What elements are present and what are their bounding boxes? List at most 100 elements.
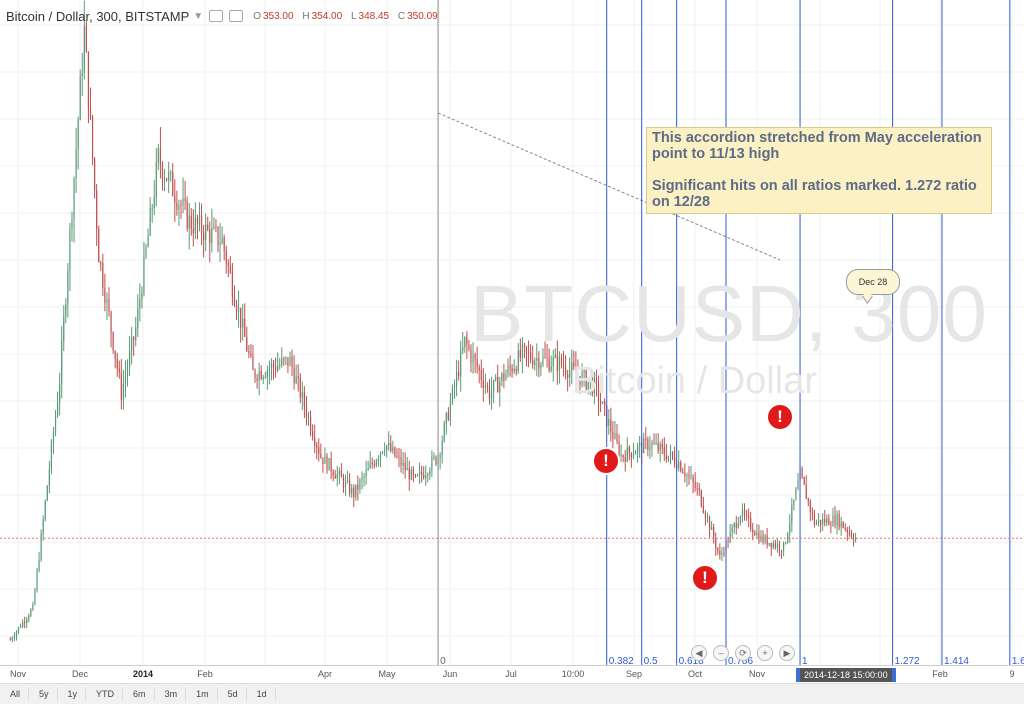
candle-body (743, 509, 746, 516)
candle-body (449, 401, 452, 420)
candle-body (357, 484, 359, 490)
candle-body (445, 412, 447, 424)
fib-ratio-label: 0.618 (678, 656, 704, 667)
candle-body (320, 453, 322, 458)
candle-body (787, 533, 789, 543)
candle-body (89, 108, 92, 117)
range-1d-button[interactable]: 1d (249, 687, 276, 701)
candle-body (118, 368, 120, 373)
zoom-in-icon[interactable]: + (757, 645, 773, 661)
candle-body (630, 452, 633, 458)
candle-body (618, 441, 620, 457)
range-all-button[interactable]: All (2, 687, 30, 701)
candle-body (237, 307, 240, 313)
candle-body (460, 350, 462, 377)
fib-ratio-label: 0.5 (643, 656, 658, 667)
candle-body (503, 373, 505, 381)
time-axis[interactable]: Nov Dec 2014 Feb Apr May Jun Jul 10:00 S… (0, 665, 1024, 683)
candle-body (817, 519, 820, 523)
candle-body (499, 381, 501, 393)
callout-dec-28[interactable]: Dec 28 (846, 269, 900, 295)
reset-icon[interactable]: ⟳ (735, 645, 751, 661)
candle-body (122, 383, 125, 400)
candle-body (517, 350, 519, 372)
scroll-right-icon[interactable]: ▶ (779, 645, 795, 661)
settings-icon[interactable] (229, 10, 244, 22)
candle-body (176, 202, 178, 210)
candle-body (698, 488, 700, 491)
range-1m-button[interactable]: 1m (188, 687, 218, 701)
candle-body (495, 376, 497, 380)
candle-body (264, 377, 266, 379)
candle-body (626, 447, 628, 462)
candle-body (19, 627, 22, 629)
candle-body (386, 445, 388, 450)
high-value: 354.00 (311, 10, 343, 22)
candle-body (71, 219, 73, 229)
range-5d-button[interactable]: 5d (220, 687, 247, 701)
range-5y-button[interactable]: 5y (31, 687, 58, 701)
candle-body (552, 357, 554, 367)
candle-body (774, 543, 776, 548)
candle-body (805, 484, 807, 500)
candle-body (326, 455, 328, 471)
candle-body (34, 590, 36, 605)
candle-body (669, 451, 672, 456)
candle-body (820, 519, 822, 525)
range-ytd-button[interactable]: YTD (88, 687, 124, 701)
candle-body (349, 480, 351, 494)
annotation-box[interactable]: This accordion stretched from May accele… (646, 127, 992, 214)
candle-body (400, 456, 402, 466)
candle-body (410, 469, 412, 480)
candle-body (11, 638, 13, 640)
compare-icon[interactable] (209, 10, 224, 22)
candle-body (758, 532, 760, 542)
candle-body (581, 372, 583, 385)
scroll-left-icon[interactable]: ◀ (691, 645, 707, 661)
range-3m-button[interactable]: 3m (157, 687, 187, 701)
candle-body (133, 337, 135, 340)
candle-body (373, 464, 375, 466)
candle-body (312, 431, 314, 438)
candle-body (342, 477, 345, 488)
candle-body (577, 373, 579, 377)
candle-body (538, 357, 540, 369)
symbol-title[interactable]: Bitcoin / Dollar, 300, BITSTAMP (6, 8, 190, 24)
zoom-out-icon[interactable]: – (713, 645, 729, 661)
candle-body (203, 233, 205, 240)
candle-body (696, 488, 698, 490)
candle-body (9, 639, 11, 641)
candle-body (624, 457, 626, 462)
candle-body (550, 366, 552, 371)
candle-body (309, 416, 312, 432)
candle-body (717, 547, 719, 552)
candle-body (435, 456, 437, 464)
candle-body (525, 346, 528, 353)
price-chart[interactable] (0, 0, 1024, 665)
candle-body (509, 366, 511, 369)
candle-body (128, 350, 131, 368)
candle-body (780, 550, 783, 552)
candle-body (715, 538, 717, 548)
range-6m-button[interactable]: 6m (125, 687, 155, 701)
x-tick-label: Oct (687, 669, 703, 679)
candle-body (836, 514, 838, 526)
candle-body (423, 474, 425, 478)
annotation-line-2: Significant hits on all ratios marked. 1… (652, 178, 977, 210)
candle-body (231, 272, 234, 297)
candle-body (534, 360, 536, 366)
candle-body (828, 518, 830, 526)
candle-body (338, 471, 340, 475)
range-1y-button[interactable]: 1y (60, 687, 87, 701)
x-tick-label: Apr (317, 669, 333, 679)
x-tick-label: Jul (505, 669, 517, 679)
candle-body (733, 523, 735, 528)
chevron-down-icon[interactable]: ▼ (193, 10, 204, 22)
candle-body (678, 461, 680, 469)
candle-body (394, 447, 396, 457)
candle-body (22, 621, 24, 628)
candle-body (663, 447, 665, 455)
candle-body (52, 432, 55, 444)
candle-body (824, 519, 826, 523)
low-value: 348.45 (358, 10, 390, 22)
